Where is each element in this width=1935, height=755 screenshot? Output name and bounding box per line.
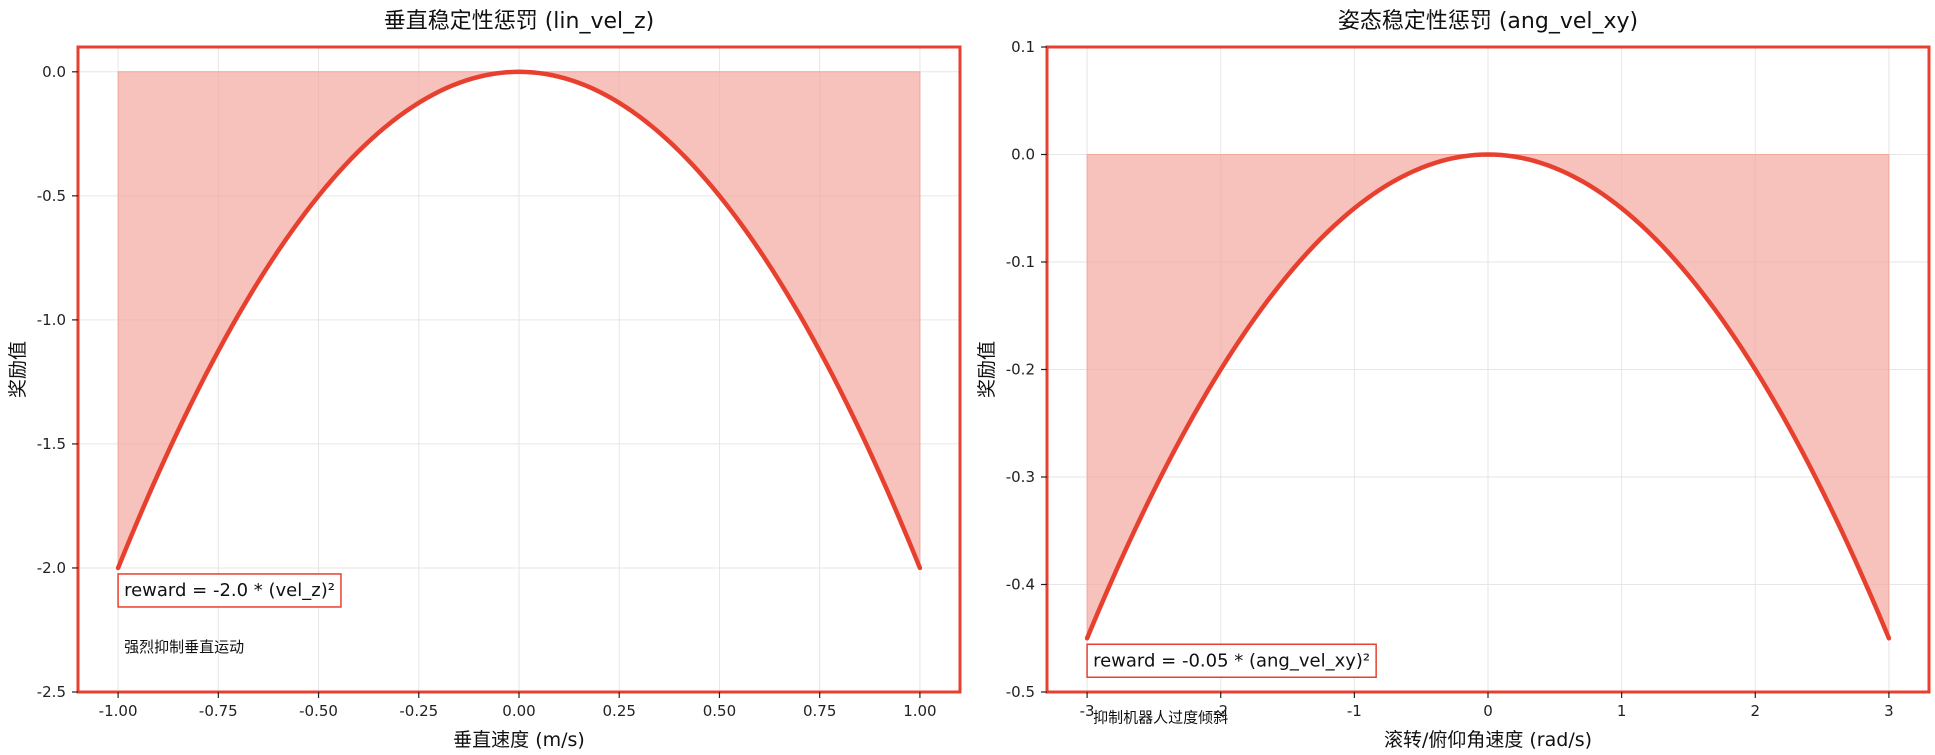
x-tick-label: 2: [1750, 702, 1760, 720]
y-tick-label: -1.0: [37, 311, 66, 329]
x-tick-label: 1: [1617, 702, 1627, 720]
formula-box: [117, 573, 342, 608]
x-tick-label: 1.00: [903, 702, 936, 720]
y-tick-label: -0.1: [1006, 253, 1035, 271]
chart-title: 姿态稳定性惩罚 (ang_vel_xy): [1338, 9, 1638, 34]
formula-annotation: reward = -0.05 * (ang_vel_xy)²: [1093, 650, 1370, 671]
y-tick-label: 0.1: [1011, 38, 1035, 56]
chart-vertical-stability: -1.00 -0.75 -0.50 -0.25 0.00 0.25 0.50 0.75 1.00…: [7, 9, 962, 751]
x-tick-label: -1: [1347, 702, 1362, 720]
x-tick-label: 0: [1483, 702, 1493, 720]
x-tick-label: -1.00: [99, 702, 138, 720]
x-axis-label: 滚转/俯仰角速度 (rad/s): [1384, 729, 1592, 751]
y-tick-label: -2.5: [37, 683, 66, 701]
series-line: [1084, 152, 1892, 641]
note-annotation: 抑制机器人过度倾斜: [1093, 708, 1228, 726]
x-tick-label: 0.75: [803, 702, 836, 720]
x-axis-label: 垂直速度 (m/s): [453, 729, 585, 751]
y-tick-label: -0.5: [37, 187, 66, 205]
y-axis-label: 奖励值: [976, 341, 998, 398]
note-annotation: 强烈抑制垂直运动: [124, 638, 244, 656]
chart-attitude-stability: -3 -2 -1 0 1 2 3 0.1 0.0 -0.1 -0.2 -0.3 -0.4 -0.5 姿态稳定…: [976, 9, 1931, 751]
x-tick-label: -0.25: [399, 702, 438, 720]
y-tick-label: -0.5: [1006, 683, 1035, 701]
x-tick-label: -0.75: [199, 702, 238, 720]
y-tick-label: -1.5: [37, 435, 66, 453]
y-axis-label: 奖励值: [7, 341, 29, 398]
y-tick-label: 0.0: [1011, 146, 1035, 164]
x-tick-label: 0.50: [703, 702, 736, 720]
x-tick-label: 0.25: [603, 702, 636, 720]
formula-box: [1086, 643, 1377, 678]
chart-title: 垂直稳定性惩罚 (lin_vel_z): [384, 9, 655, 34]
y-tick-label: -0.2: [1006, 361, 1035, 379]
x-tick-label: -2: [1213, 702, 1228, 720]
y-tick-label: 0.0: [42, 63, 66, 81]
x-tick-label: -3: [1080, 702, 1095, 720]
x-tick-label: 3: [1884, 702, 1894, 720]
series-line: [115, 69, 923, 571]
y-tick-label: -0.3: [1006, 468, 1035, 486]
x-tick-label: -0.50: [299, 702, 338, 720]
y-tick-label: -2.0: [37, 559, 66, 577]
x-tick-label: 0.00: [502, 702, 535, 720]
y-tick-label: -0.4: [1006, 576, 1035, 594]
formula-annotation: reward = -2.0 * (vel_z)²: [124, 580, 335, 601]
